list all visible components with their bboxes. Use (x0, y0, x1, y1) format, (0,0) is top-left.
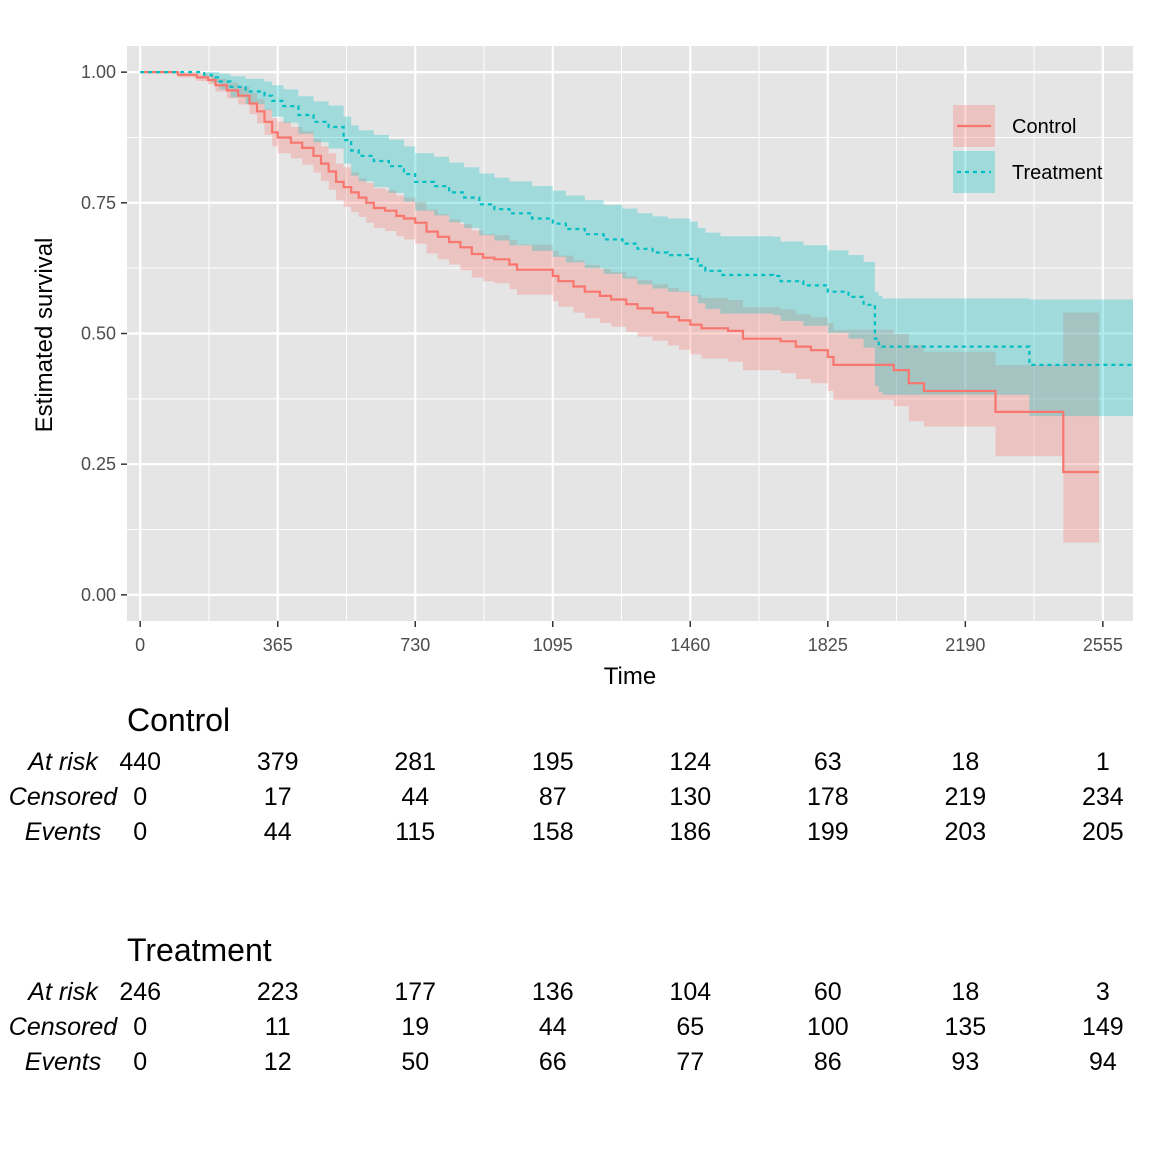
risk-table-cell: 77 (676, 1048, 704, 1076)
legend-label-treatment: Treatment (1012, 162, 1103, 184)
risk-table-cell: 87 (539, 783, 567, 811)
risk-table-cell: 130 (669, 783, 711, 811)
x-axis-title: Time (604, 663, 656, 690)
x-tick-label: 1095 (533, 635, 573, 655)
x-tick-label: 365 (263, 635, 293, 655)
risk-table-cell: 66 (539, 1048, 567, 1076)
risk-table-cell: 246 (119, 978, 161, 1006)
x-axis: 0 365 730 1095 1460 1825 2190 2555 (135, 621, 1123, 655)
y-tick-label: 0.00 (81, 585, 116, 605)
risk-table-title: Control (127, 702, 230, 738)
x-tick-label: 1825 (808, 635, 848, 655)
risk-table-cell: 0 (133, 783, 147, 811)
survival-line-control (140, 71, 1100, 474)
risk-table-cell: 44 (401, 783, 429, 811)
risk-table-cell: 0 (133, 1048, 147, 1076)
y-tick-label: 1.00 (81, 62, 116, 82)
risk-table-cell: 17 (264, 783, 292, 811)
risk-table-cell: 195 (532, 748, 574, 776)
risk-table-cell: 60 (814, 978, 842, 1006)
major-gridlines (127, 46, 1133, 621)
x-tick-label: 730 (400, 635, 430, 655)
x-tick-label: 1460 (670, 635, 710, 655)
x-tick-label: 2190 (945, 635, 985, 655)
risk-row-label: Censored (9, 1013, 118, 1041)
y-axis-title: Estimated survival (31, 238, 58, 433)
risk-table-cell: 44 (539, 1013, 567, 1041)
x-tick-label: 0 (135, 635, 145, 655)
risk-table-cell: 223 (257, 978, 299, 1006)
risk-table-cell: 18 (951, 748, 979, 776)
risk-table-cell: 440 (119, 748, 161, 776)
risk-table-cell: 178 (807, 783, 849, 811)
risk-table-cell: 177 (394, 978, 436, 1006)
risk-table-cell: 124 (669, 748, 711, 776)
risk-table-cell: 1 (1096, 748, 1110, 776)
risk-table-cell: 94 (1089, 1048, 1117, 1076)
risk-table-cell: 63 (814, 748, 842, 776)
risk-table-cell: 100 (807, 1013, 849, 1041)
risk-table-cell: 50 (401, 1048, 429, 1076)
risk-row-label: Events (25, 1048, 101, 1076)
risk-table-cell: 203 (944, 818, 986, 846)
y-tick-label: 0.50 (81, 324, 116, 344)
risk-table-cell: 115 (395, 818, 435, 846)
risk-row-label: Events (25, 818, 101, 846)
y-tick-label: 0.75 (81, 193, 116, 213)
risk-table-cell: 219 (944, 783, 986, 811)
risk-table-cell: 104 (669, 978, 711, 1006)
risk-table-cell: 281 (394, 748, 436, 776)
legend-label-control: Control (1012, 116, 1076, 138)
risk-table-cell: 149 (1082, 1013, 1124, 1041)
risk-row-label: At risk (26, 978, 99, 1006)
risk-table-cell: 158 (532, 818, 574, 846)
risk-table-cell: 186 (669, 818, 711, 846)
risk-table-cell: 0 (133, 818, 147, 846)
ci-band-control (140, 72, 1100, 543)
risk-table-title: Treatment (127, 932, 272, 968)
risk-table-cell: 93 (951, 1048, 979, 1076)
risk-table-cell: 19 (401, 1013, 429, 1041)
risk-table-cell: 12 (264, 1048, 292, 1076)
risk-table-cell: 44 (264, 818, 292, 846)
risk-table-cell: 11 (265, 1013, 291, 1041)
risk-table-treatment: Treatment At risk 246 223 177 136 104 60 18 3 Cens… (9, 932, 1124, 1076)
risk-table-cell: 86 (814, 1048, 842, 1076)
y-axis: 0.00 0.25 0.50 0.75 1.00 (81, 62, 127, 605)
risk-table-cell: 234 (1082, 783, 1124, 811)
legend: Control Treatment (953, 105, 1103, 193)
risk-table-cell: 205 (1082, 818, 1124, 846)
y-tick-label: 0.25 (81, 454, 116, 474)
risk-row-label: At risk (26, 748, 99, 776)
survival-line-treatment (140, 71, 1133, 366)
survival-curves (140, 71, 1133, 474)
risk-row-label: Censored (9, 783, 118, 811)
risk-table-cell: 65 (676, 1013, 704, 1041)
risk-table-cell: 135 (944, 1013, 986, 1041)
risk-table-cell: 0 (133, 1013, 147, 1041)
risk-table-cell: 136 (532, 978, 574, 1006)
risk-table-cell: 3 (1096, 978, 1110, 1006)
risk-table-cell: 18 (951, 978, 979, 1006)
risk-table-cell: 379 (257, 748, 299, 776)
risk-table-cell: 199 (807, 818, 849, 846)
x-tick-label: 2555 (1083, 635, 1123, 655)
